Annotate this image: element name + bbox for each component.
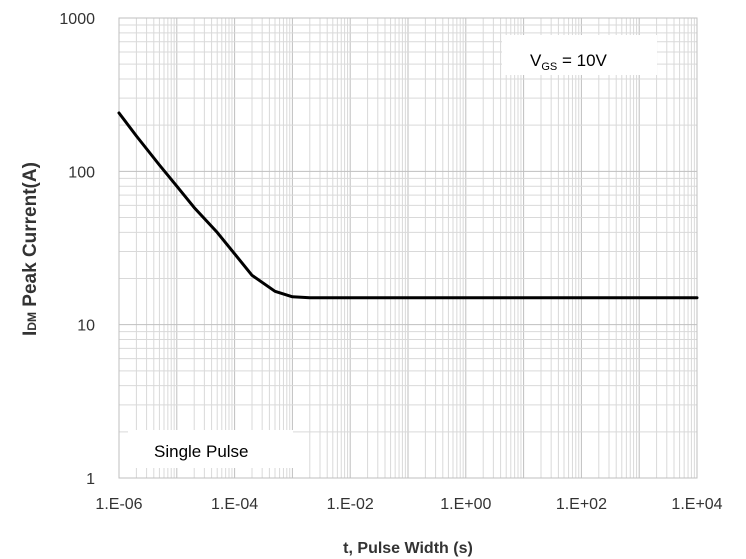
x-tick-label: 1.E-02 [327, 496, 374, 513]
series-line-0 [117, 111, 699, 300]
y-tick-label: 1000 [59, 11, 95, 28]
y-tick-label: 100 [68, 164, 95, 181]
vgs-annotation-box [502, 35, 657, 75]
pulse-annotation-box [128, 430, 293, 468]
y-axis-title-subscript: DM [25, 312, 39, 331]
y-axis-title-prefix: I [20, 331, 41, 336]
y-tick-label: 1 [86, 471, 95, 488]
x-tick-label: 1.E+02 [556, 496, 607, 513]
x-tick-labels: 1.E-06 1.E-04 1.E-02 1.E+00 1.E+02 1.E+04 [95, 496, 722, 513]
x-tick-label: 1.E-04 [211, 496, 258, 513]
x-tick-label: 1.E-06 [95, 496, 142, 513]
x-axis-title: t, Pulse Width (s) [343, 540, 473, 557]
x-tick-label: 1.E+04 [671, 496, 722, 513]
plot-border [118, 17, 698, 479]
y-axis-title-rest: Peak Current(A) [20, 162, 41, 312]
y-axis-title: IDM Peak Current(A) [20, 162, 41, 336]
vgs-label: V [530, 51, 542, 70]
series-layer [117, 111, 699, 300]
y-tick-label: 10 [77, 318, 95, 335]
y-tick-labels: 1 10 100 1000 [59, 11, 95, 488]
plot-frame [118, 17, 698, 479]
vgs-rest: = 10V [557, 51, 607, 70]
single-pulse-annotation: Single Pulse [154, 442, 249, 461]
vgs-annotation: VGS = 10V [530, 51, 608, 73]
x-tick-label: 1.E+00 [440, 496, 491, 513]
grid [118, 18, 697, 479]
vgs-subscript: GS [541, 61, 557, 73]
